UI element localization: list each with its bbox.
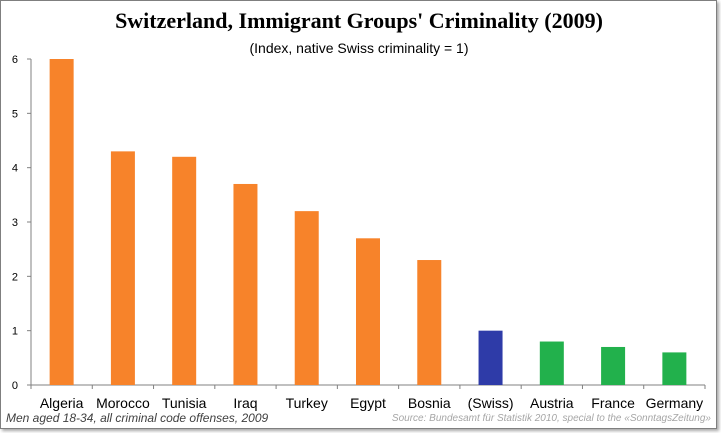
bar-swiss — [478, 330, 503, 385]
bar-morocco — [110, 151, 135, 385]
bar-germany — [662, 352, 687, 385]
category-label: Egypt — [350, 395, 386, 411]
category-label: Algeria — [40, 395, 84, 411]
category-label: Morocco — [96, 395, 150, 411]
bars-layer — [49, 59, 687, 385]
bar-france — [601, 346, 626, 385]
chart-source: Source: Bundesamt für Statistik 2010, sp… — [392, 413, 712, 424]
y-tick-label: 2 — [12, 271, 18, 283]
category-label: Bosnia — [408, 395, 451, 411]
x-category-labels: Algeria Morocco Tunisia Iraq Turkey Egypt Bosn… — [40, 395, 703, 411]
y-tick-labels: 0 1 2 3 4 5 6 — [12, 54, 18, 392]
bar-iraq — [233, 183, 258, 385]
chart-title: Switzerland, Immigrant Groups' Criminali… — [115, 8, 603, 33]
category-label: Germany — [646, 395, 704, 411]
y-tick-label: 1 — [12, 326, 18, 338]
bar-tunisia — [172, 156, 197, 385]
category-label: (Swiss) — [468, 395, 514, 411]
y-tick-label: 6 — [12, 54, 18, 66]
bar-egypt — [356, 238, 380, 385]
chart-footnote: Men aged 18-34, all criminal code offens… — [6, 411, 268, 425]
category-label: Austria — [530, 395, 574, 411]
y-tick-label: 0 — [12, 380, 18, 392]
category-label: Tunisia — [162, 395, 207, 411]
bar-bosnia — [417, 260, 442, 385]
y-tick-label: 5 — [12, 108, 18, 120]
category-label: France — [591, 395, 635, 411]
category-label: Iraq — [233, 395, 257, 411]
y-tick-label: 4 — [12, 163, 18, 175]
chart-subtitle: (Index, native Swiss criminality = 1) — [249, 40, 468, 56]
bar-algeria — [49, 59, 74, 385]
bar-austria — [539, 341, 564, 385]
y-tick-label: 3 — [12, 217, 18, 229]
bar-turkey — [294, 211, 319, 385]
category-label: Turkey — [286, 395, 328, 411]
